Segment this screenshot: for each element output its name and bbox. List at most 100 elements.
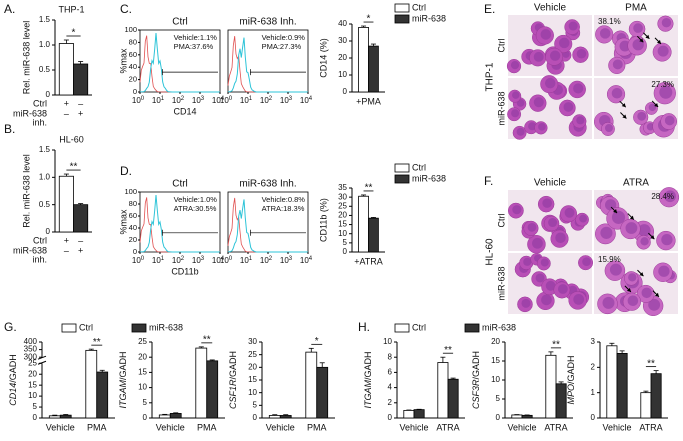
x-tick-exponent: 4 (221, 96, 225, 102)
bar (403, 409, 415, 419)
y-axis-label: Rel. miR-638 level (21, 154, 31, 228)
y-axis-label: Rel. miR-638 level (21, 21, 31, 95)
x-tick-label: 101 (152, 256, 165, 266)
legend-label: miR-638 (149, 322, 183, 332)
y-tick-label: 25 (248, 350, 257, 359)
nucleus (516, 127, 525, 136)
column-label: PMA (625, 3, 647, 14)
condition-label: inh. (32, 117, 47, 127)
x-tick-exponent: 3 (289, 96, 293, 102)
condition-label: miR-638 (13, 245, 47, 255)
y-axis-label-part: MPO (566, 384, 576, 405)
x-tick-label: 104 (212, 256, 225, 266)
nucleus (532, 237, 543, 249)
nucleus (628, 273, 637, 282)
x-tick-exponent: 2 (269, 256, 273, 262)
x-tick-label: 102 (172, 256, 185, 266)
y-axis-label: %max (118, 48, 128, 74)
x-tick-label: Vehicle (399, 422, 428, 432)
y-tick-label: 0 (46, 227, 51, 236)
x-tick-exponent: 2 (269, 96, 273, 102)
nucleus (640, 237, 649, 246)
bar (73, 63, 89, 96)
nucleus (661, 17, 672, 28)
condition-mark: – (78, 98, 83, 108)
bar (606, 345, 618, 419)
nucleus (602, 296, 615, 309)
nucleus (557, 284, 568, 294)
gate-stat: ATRA:30.5% (174, 204, 217, 213)
x-tick-base: 10 (240, 96, 249, 105)
y-axis-label: CD14 (%) (318, 38, 328, 78)
x-tick-label: 102 (260, 96, 273, 106)
x-tick-label: 100 (220, 96, 233, 106)
y-axis-label: CD11b (%) (318, 198, 328, 242)
significance: * (315, 336, 319, 347)
nucleus (538, 123, 546, 131)
bar (58, 43, 74, 96)
bar (650, 373, 662, 419)
y-tick-label: 15 (491, 356, 500, 365)
x-tick-label: PMA (307, 422, 327, 432)
y-axis-label-part: CSF1R (228, 379, 238, 409)
panel-label: E. (484, 2, 495, 16)
y-tick-label: 10 (383, 337, 392, 346)
nucleus (576, 116, 585, 125)
bar (511, 414, 523, 419)
bar (368, 217, 379, 253)
y-tick-label: 60 (129, 211, 137, 220)
nucleus (521, 298, 531, 308)
y-axis-label: CD14/GADH (8, 354, 18, 406)
x-tick-label: 103 (192, 96, 205, 106)
gate-stat: ATRA:18.3% (262, 204, 305, 213)
x-tick-label: ATRA (639, 422, 662, 432)
x-tick-base: 10 (300, 256, 309, 265)
nucleus (512, 205, 522, 215)
bar (358, 195, 369, 253)
x-tick-label: 103 (192, 256, 205, 266)
y-tick-label: 350 (24, 345, 38, 354)
nucleus (648, 298, 661, 311)
y-tick-label: 5 (33, 402, 38, 411)
bar (85, 349, 98, 419)
x-tick-base: 10 (132, 256, 141, 265)
y-tick-label: 20 (28, 369, 37, 378)
y-tick-label: 2 (591, 362, 596, 371)
condition-mark: – (64, 108, 69, 118)
x-tick-label: 104 (300, 96, 313, 106)
y-tick-label: 40 (129, 223, 137, 232)
legend-label: miR-638 (412, 173, 446, 183)
legend-swatch (394, 323, 410, 333)
nucleus (564, 207, 575, 218)
x-tick-exponent: 2 (181, 256, 185, 262)
y-tick-label: 0 (343, 247, 348, 256)
y-tick-label: 0 (343, 87, 348, 96)
row-label: miR-638 (496, 91, 506, 125)
bar (368, 45, 379, 93)
y-tick-label: 10 (338, 70, 347, 79)
x-tick-base: 10 (260, 256, 269, 265)
x-tick-exponent: 0 (141, 96, 145, 102)
nucleus (600, 226, 613, 239)
y-axis-label: ITGAM/GADH (118, 351, 128, 408)
nucleus (657, 45, 669, 57)
x-tick-exponent: 1 (249, 256, 253, 262)
y-tick-label: 1.0 (39, 172, 51, 181)
y-tick-label: 1 (591, 388, 596, 397)
x-tick-base: 10 (192, 96, 201, 105)
y-axis-label-part: ITGAM (118, 380, 128, 409)
nucleus (609, 263, 622, 276)
panel-label: H. (358, 320, 370, 334)
y-tick-label: 60 (129, 50, 137, 59)
nucleus (659, 85, 673, 99)
y-tick-label: 0 (143, 413, 148, 422)
nucleus (548, 218, 558, 228)
chart-title: THP-1 (58, 4, 84, 14)
x-tick-label: 101 (240, 256, 253, 266)
nucleus (535, 273, 545, 283)
y-tick-label: 10 (338, 229, 347, 238)
legend-label: Ctrl (412, 322, 426, 332)
y-tick-label: 15 (138, 368, 147, 377)
arrow-head (639, 38, 644, 43)
x-tick-label: 100 (132, 256, 145, 266)
